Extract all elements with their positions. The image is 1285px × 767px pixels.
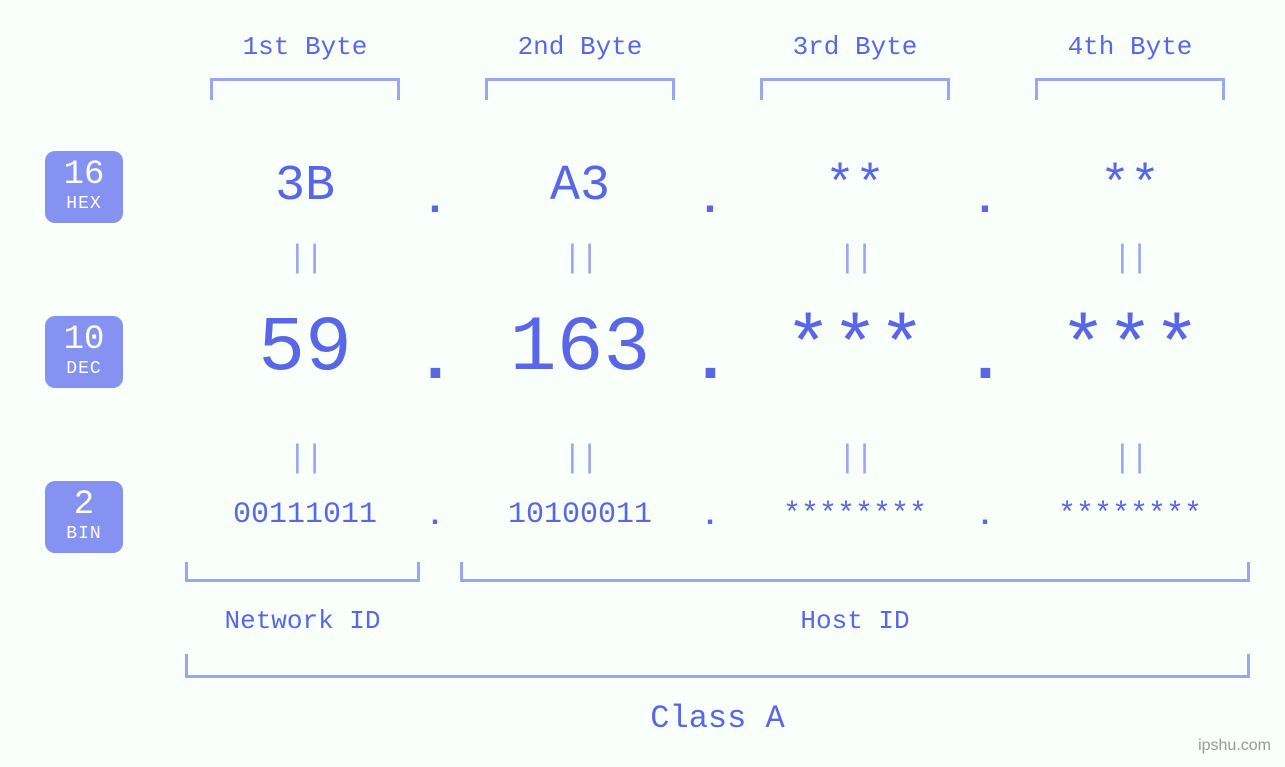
bin-dot-3: . [965,500,1005,534]
label-host-id: Host ID [460,606,1250,636]
eq-2-1: || [185,440,425,477]
rowlabel-bin-txt: BIN [66,524,101,546]
hex-dot-2: . [690,176,730,226]
bracket-network-id [185,562,420,582]
top-bracket-3 [760,78,950,100]
top-bracket-1 [210,78,400,100]
rowlabel-dec: 10 DEC [45,316,123,388]
byte-header-3: 3rd Byte [735,32,975,62]
hex-dot-1: . [415,176,455,226]
rowlabel-hex-num: 16 [64,158,105,192]
label-class: Class A [185,700,1250,737]
eq-2-4: || [1010,440,1250,477]
watermark: ipshu.com [1198,737,1271,755]
dec-byte-4: *** [1010,305,1250,393]
eq-1-1: || [185,240,425,277]
eq-1-3: || [735,240,975,277]
hex-byte-2: A3 [460,158,700,215]
rowlabel-dec-txt: DEC [66,359,101,381]
hex-byte-1: 3B [185,158,425,215]
byte-header-1: 1st Byte [185,32,425,62]
bin-byte-3: ******** [735,498,975,532]
rowlabel-hex: 16 HEX [45,151,123,223]
bin-dot-1: . [415,500,455,534]
dec-dot-2: . [690,322,730,399]
top-bracket-2 [485,78,675,100]
hex-byte-4: ** [1010,158,1250,215]
bin-byte-1: 00111011 [185,498,425,532]
byte-header-4: 4th Byte [1010,32,1250,62]
label-network-id: Network ID [185,606,420,636]
bracket-class [185,654,1250,678]
dec-byte-2: 163 [460,305,700,393]
bin-byte-4: ******** [1010,498,1250,532]
dec-byte-3: *** [735,305,975,393]
eq-2-3: || [735,440,975,477]
byte-header-2: 2nd Byte [460,32,700,62]
dec-dot-1: . [415,322,455,399]
hex-byte-3: ** [735,158,975,215]
hex-dot-3: . [965,176,1005,226]
ip-diagram: 1st Byte 2nd Byte 3rd Byte 4th Byte 16 H… [0,0,1285,767]
top-bracket-4 [1035,78,1225,100]
rowlabel-hex-txt: HEX [66,194,101,216]
rowlabel-bin: 2 BIN [45,481,123,553]
eq-1-4: || [1010,240,1250,277]
dec-byte-1: 59 [185,305,425,393]
eq-2-2: || [460,440,700,477]
bin-dot-2: . [690,500,730,534]
rowlabel-bin-num: 2 [74,488,94,522]
eq-1-2: || [460,240,700,277]
rowlabel-dec-num: 10 [64,323,105,357]
bin-byte-2: 10100011 [460,498,700,532]
dec-dot-3: . [965,322,1005,399]
bracket-host-id [460,562,1250,582]
